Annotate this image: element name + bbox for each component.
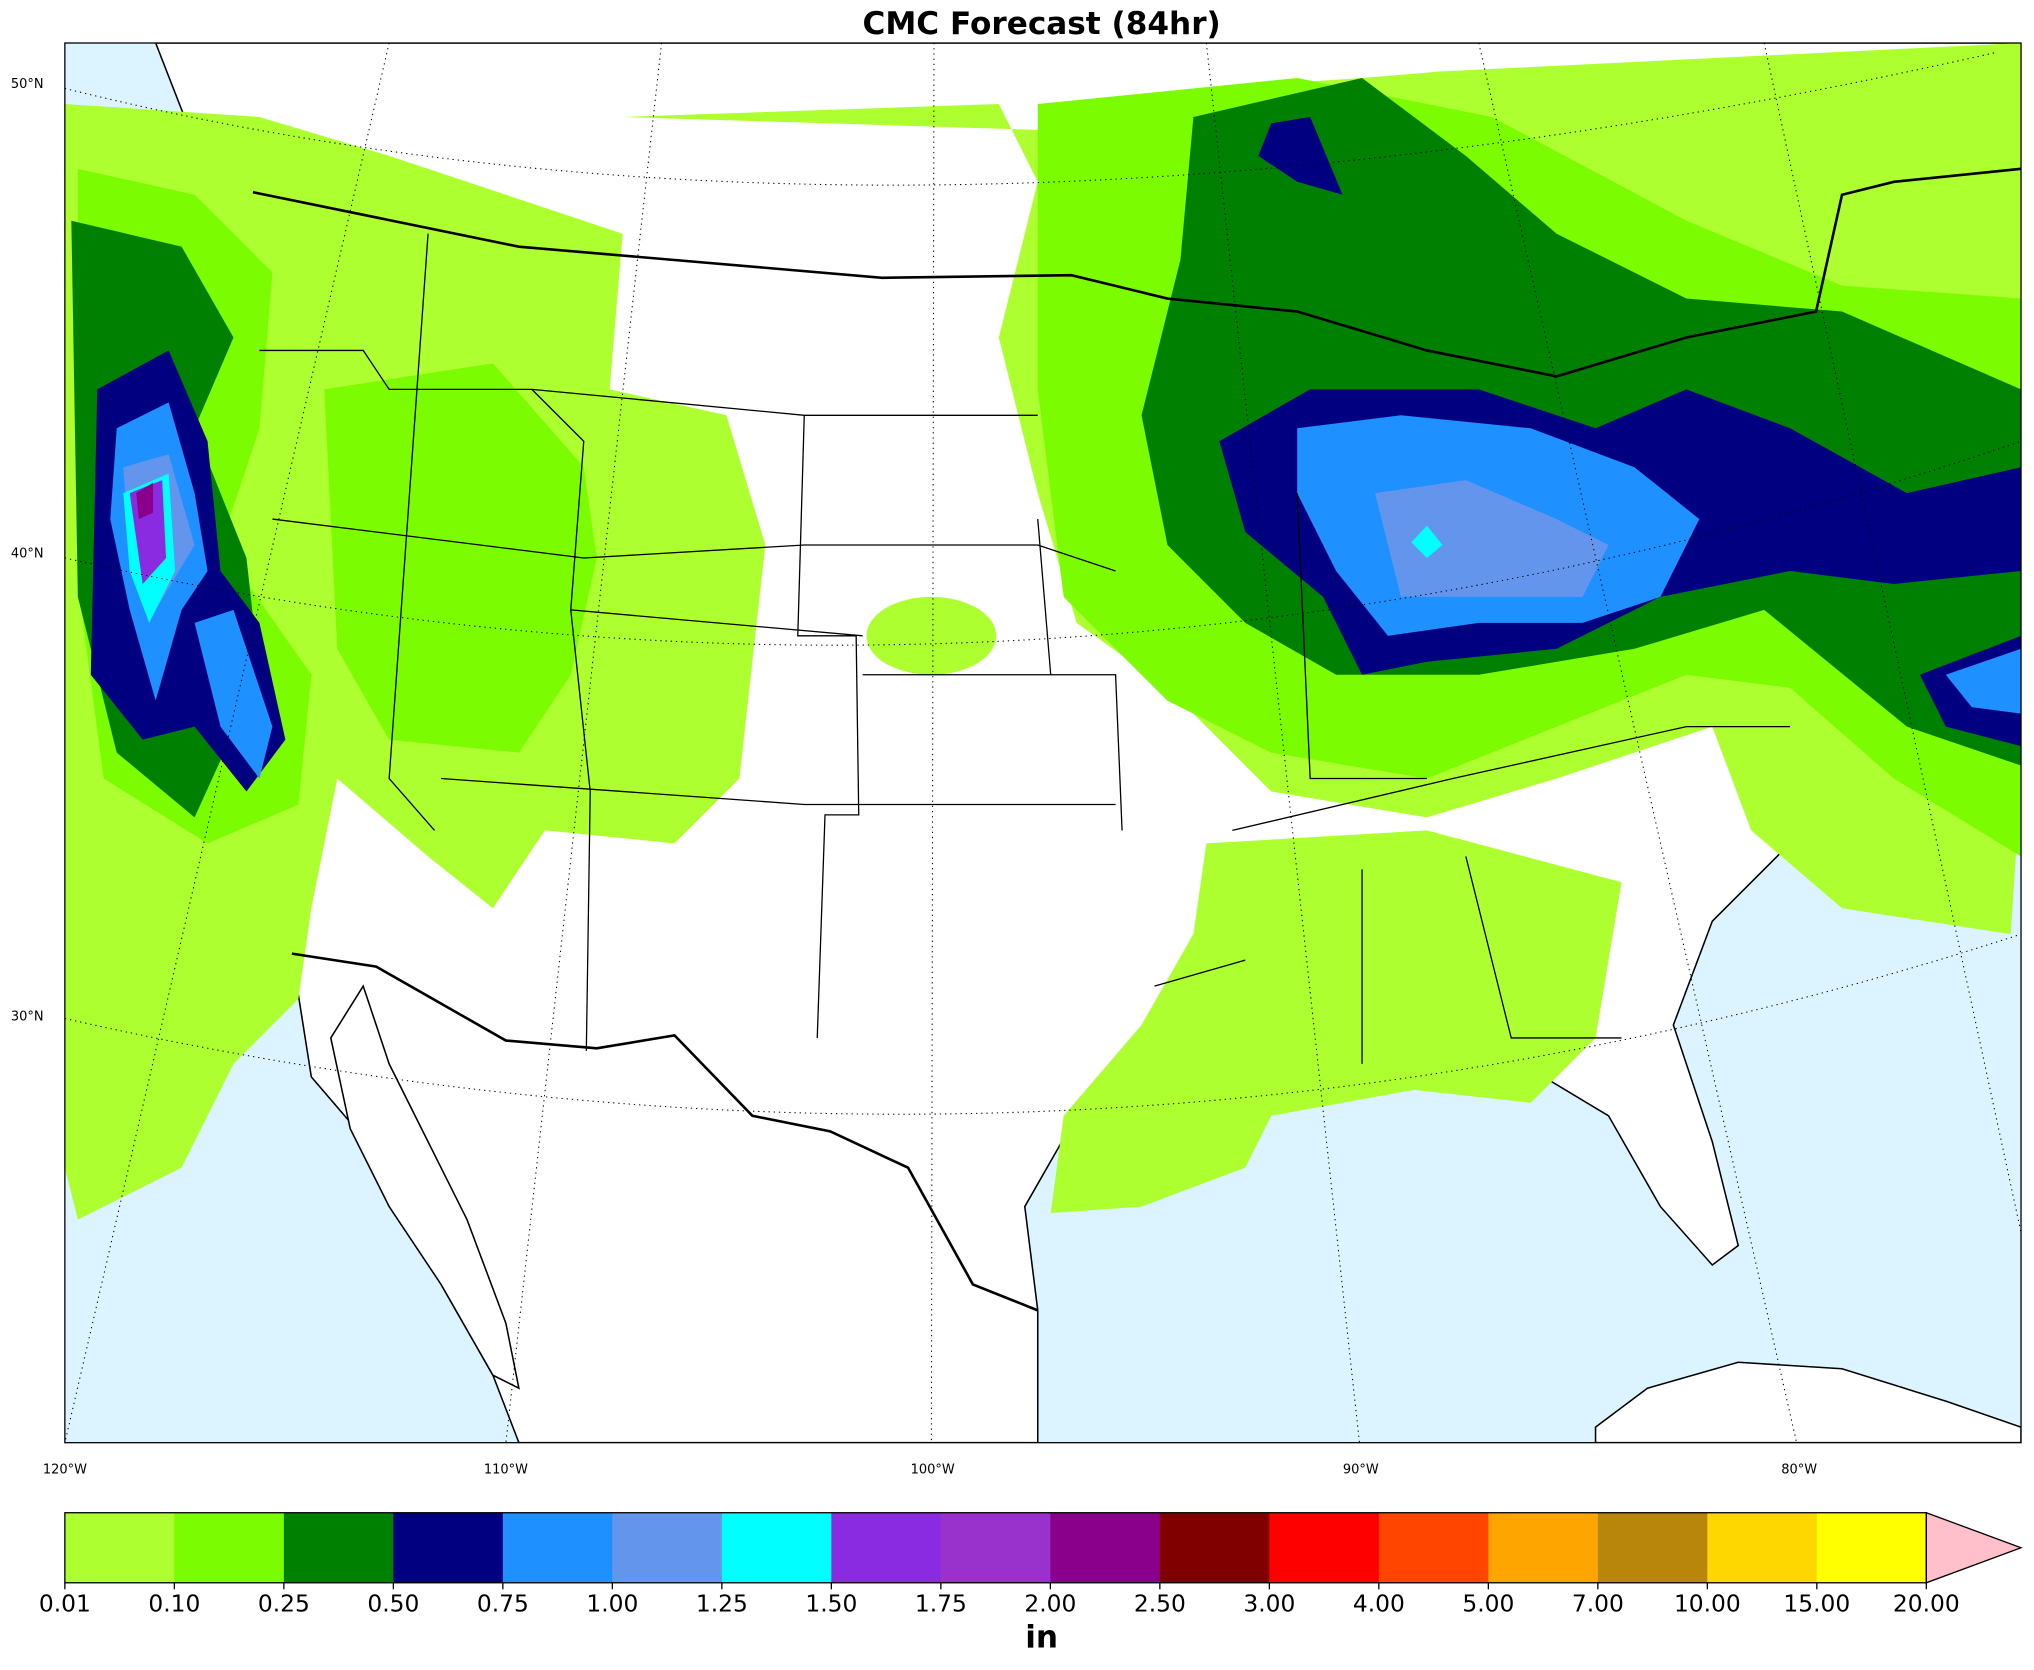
colorbar-swatch xyxy=(1378,1512,1489,1583)
colorbar-swatch xyxy=(721,1512,832,1583)
colorbar-extend xyxy=(1925,1511,2023,1584)
colorbar-tick-label: 0.50 xyxy=(367,1589,419,1617)
colorbar-unit: in xyxy=(1025,1620,1058,1656)
colorbar-tick-label: 15.00 xyxy=(1783,1589,1850,1617)
lon-label: 80°W xyxy=(1781,1462,1817,1477)
colorbar-tick-label: 5.00 xyxy=(1462,1589,1514,1617)
colorbar-tick-label: 3.00 xyxy=(1243,1589,1295,1617)
colorbar-swatch xyxy=(1597,1512,1708,1583)
colorbar-swatch xyxy=(612,1512,723,1583)
colorbar-tick-label: 0.01 xyxy=(39,1589,91,1617)
colorbar-tick-label: 20.00 xyxy=(1893,1589,1960,1617)
colorbar-swatch xyxy=(502,1512,614,1583)
colorbar-tick-label: 4.00 xyxy=(1353,1589,1405,1617)
colorbar-swatch xyxy=(1816,1512,1927,1583)
colorbar-swatch xyxy=(940,1512,1051,1583)
colorbar-tick-label: 1.75 xyxy=(915,1589,967,1617)
colorbar-swatch xyxy=(393,1512,504,1583)
colorbar-tick-label: 1.00 xyxy=(586,1589,638,1617)
cuba xyxy=(1594,1361,2022,1443)
colorbar-tick-label: 1.25 xyxy=(696,1589,748,1617)
lat-label: 30°N xyxy=(11,1010,44,1025)
colorbar-swatch xyxy=(1159,1512,1270,1583)
colorbar-swatch xyxy=(1050,1512,1161,1583)
lat-label: 50°N xyxy=(11,77,44,92)
colorbar-tick-label: 10.00 xyxy=(1674,1589,1741,1617)
map-title: CMC Forecast (84hr) xyxy=(862,6,1220,42)
map xyxy=(64,43,2022,1443)
colorbar-tick-label: 7.00 xyxy=(1572,1589,1624,1617)
colorbar-tick-label: 2.00 xyxy=(1024,1589,1076,1617)
lon-label: 120°W xyxy=(43,1462,87,1477)
lat-label: 40°N xyxy=(11,547,44,562)
colorbar-tick-label: 0.10 xyxy=(148,1589,200,1617)
colorbar-swatch xyxy=(1707,1512,1818,1583)
map-frame xyxy=(64,42,2022,1444)
colorbar-swatch xyxy=(64,1512,176,1583)
colorbar-tick-label: 1.50 xyxy=(805,1589,857,1617)
colorbar-tick-label: 0.25 xyxy=(258,1589,310,1617)
lon-label: 100°W xyxy=(911,1462,955,1477)
colorbar-swatch xyxy=(1269,1512,1380,1583)
lon-label: 110°W xyxy=(484,1462,528,1477)
axis-labels: 50°N 40°N 30°N 120°W 110°W 100°W 90°W 80°W xyxy=(11,77,1817,1477)
colorbar-tick-label: 0.75 xyxy=(477,1589,529,1617)
lon-label: 90°W xyxy=(1343,1462,1379,1477)
borders xyxy=(252,167,2022,1312)
ocean-north xyxy=(64,43,156,92)
colorbar-frame xyxy=(64,1512,1927,1584)
colorbar-swatch xyxy=(831,1512,942,1583)
colorbar: 0.01 0.10 0.25 0.50 0.75 1.00 1.25 1.50 1.75 2.00… xyxy=(39,1511,2023,1656)
colorbar-swatch xyxy=(1488,1512,1599,1583)
graticule xyxy=(64,43,2022,1443)
colorbar-swatch xyxy=(174,1512,285,1583)
colorbar-swatch xyxy=(283,1512,395,1583)
baja xyxy=(329,984,520,1390)
precip xyxy=(64,43,2022,1220)
colorbar-tick-label: 2.50 xyxy=(1134,1589,1186,1617)
